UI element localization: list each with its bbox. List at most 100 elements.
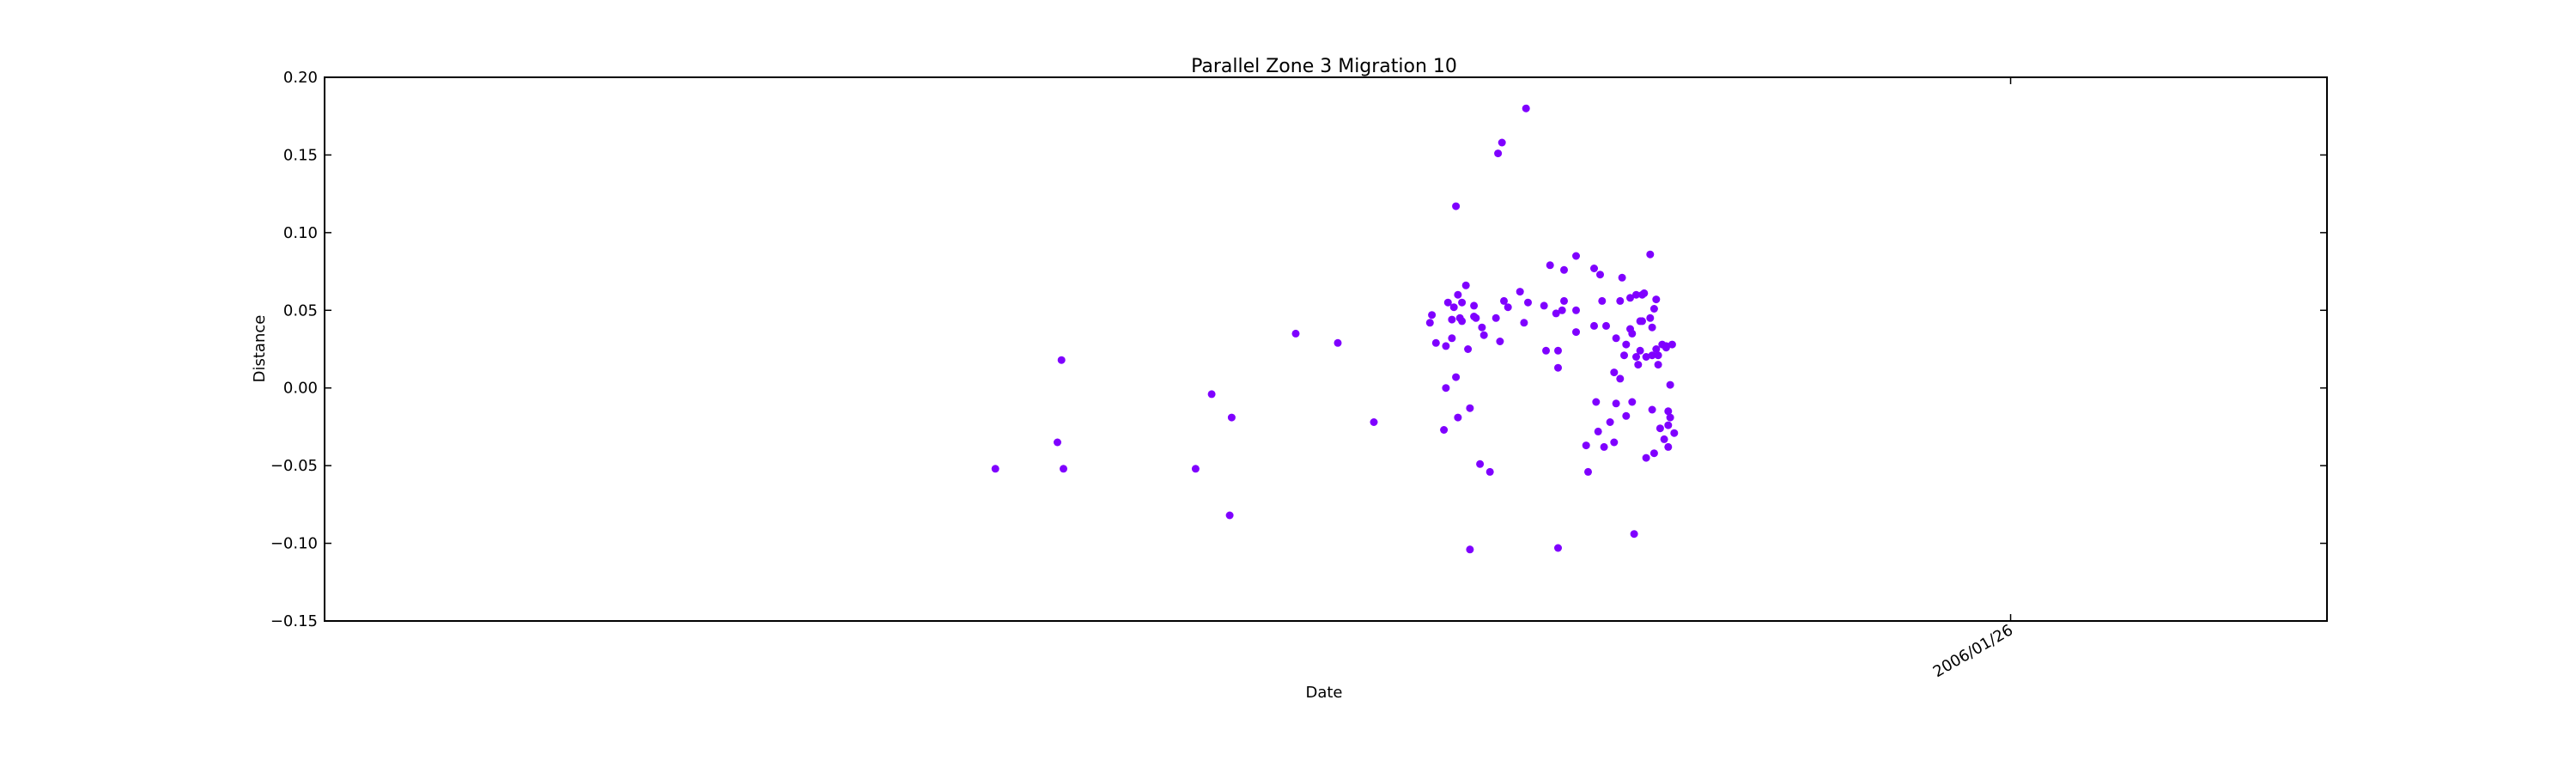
data-points: [991, 104, 1679, 554]
data-point: [1485, 467, 1494, 476]
data-point: [1670, 429, 1679, 437]
data-point: [1638, 317, 1646, 326]
data-point: [1500, 296, 1508, 305]
data-point: [1582, 441, 1590, 450]
data-point: [1652, 345, 1661, 353]
data-point: [1596, 271, 1604, 279]
data-point: [1448, 334, 1456, 343]
data-point: [1618, 273, 1626, 282]
data-point: [1660, 435, 1668, 443]
y-tick-label: 0.00: [283, 380, 318, 398]
data-point: [1454, 290, 1462, 299]
data-point: [1664, 407, 1673, 416]
data-point: [1494, 149, 1503, 158]
y-tick-label: 0.05: [283, 301, 318, 320]
data-point: [1496, 338, 1504, 345]
data-point: [1654, 351, 1662, 360]
data-point: [1602, 321, 1610, 330]
data-point: [1628, 398, 1637, 406]
data-point: [1552, 309, 1560, 318]
data-point: [1054, 438, 1061, 447]
data-point: [1431, 338, 1440, 347]
data-point: [1440, 426, 1449, 434]
data-point: [1666, 380, 1674, 389]
data-point: [1442, 384, 1450, 393]
data-point: [1554, 346, 1562, 355]
data-point: [1572, 252, 1580, 260]
data-point: [1648, 323, 1656, 332]
data-point: [1668, 340, 1676, 349]
data-point: [1594, 427, 1602, 435]
data-point: [1516, 288, 1524, 296]
data-point: [1554, 363, 1562, 372]
data-point: [1191, 465, 1200, 473]
data-point: [1554, 544, 1562, 552]
data-point: [1470, 301, 1479, 310]
data-point: [1662, 342, 1670, 350]
data-point: [1642, 453, 1650, 462]
plot-area-frame: [324, 76, 2328, 622]
data-point: [1057, 356, 1066, 364]
chart-title: Parallel Zone 3 Migration 10: [1191, 56, 1457, 77]
data-point: [1664, 421, 1673, 429]
data-point: [1540, 301, 1548, 310]
data-point: [1542, 346, 1550, 355]
data-point: [1642, 353, 1650, 361]
data-point: [1227, 413, 1236, 422]
data-point: [1654, 361, 1662, 369]
data-point: [1476, 460, 1485, 468]
data-point: [1524, 298, 1532, 307]
data-point: [1207, 390, 1216, 399]
data-point: [1448, 315, 1456, 324]
data-point: [1458, 298, 1467, 307]
data-point: [1606, 418, 1614, 426]
y-tick-label: −0.10: [270, 535, 318, 553]
data-point: [1652, 295, 1661, 304]
data-point: [1584, 467, 1592, 476]
data-point: [1428, 311, 1437, 320]
data-point: [1060, 465, 1067, 473]
data-point: [1590, 321, 1598, 330]
data-point: [1598, 296, 1607, 305]
y-tick-label: −0.15: [270, 612, 318, 630]
data-point: [1656, 424, 1664, 433]
data-point: [1646, 313, 1655, 322]
data-point: [1590, 265, 1598, 272]
data-point: [1442, 342, 1450, 350]
y-tick-label: 0.20: [283, 69, 318, 87]
data-point: [1452, 202, 1461, 210]
data-point: [1612, 399, 1620, 408]
data-point: [1520, 319, 1528, 327]
data-point: [1425, 319, 1434, 327]
data-point: [1498, 138, 1506, 147]
data-point: [1612, 334, 1620, 343]
y-axis-label: Distance: [251, 315, 269, 383]
data-point: [1458, 317, 1467, 326]
data-point: [1225, 511, 1234, 520]
data-point: [1522, 104, 1530, 113]
data-point: [1616, 296, 1625, 305]
data-point: [1472, 313, 1480, 322]
data-point: [1370, 418, 1378, 426]
y-tick-label: 0.10: [283, 224, 318, 242]
axes: 0.20 0.15 0.10 0.05 0.00 −0.05 −0.10 −0.15 2006/…: [270, 69, 2327, 681]
data-point: [1466, 404, 1474, 412]
data-point: [1626, 294, 1634, 302]
data-point: [1466, 545, 1474, 554]
data-point: [1649, 305, 1658, 313]
data-point: [1646, 250, 1655, 259]
data-point: [1610, 368, 1619, 377]
data-point: [1632, 290, 1640, 299]
data-point: [1622, 411, 1631, 420]
data-point: [1636, 346, 1644, 355]
data-point: [1546, 261, 1554, 270]
data-point: [991, 465, 999, 473]
data-point: [1492, 313, 1500, 322]
data-point: [1628, 329, 1637, 338]
data-point: [1648, 351, 1656, 360]
data-point: [1504, 303, 1512, 312]
data-point: [1664, 442, 1673, 451]
data-point: [1648, 405, 1656, 414]
data-point: [1634, 361, 1643, 369]
